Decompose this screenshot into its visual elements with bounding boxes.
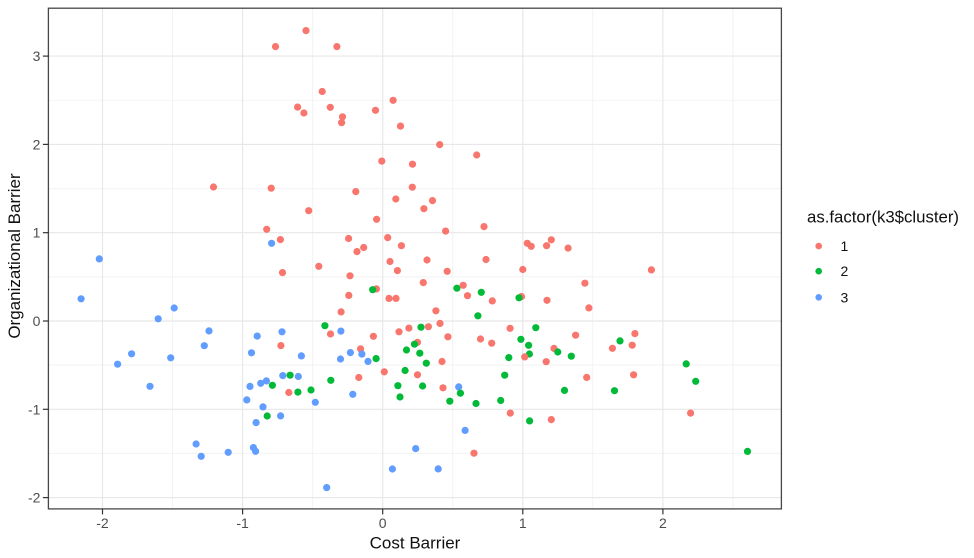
svg-text:Organizational Barrier: Organizational Barrier: [5, 173, 24, 339]
svg-text:2: 2: [33, 136, 41, 152]
svg-text:-2: -2: [28, 490, 41, 506]
svg-text:2: 2: [659, 515, 667, 531]
svg-text:0: 0: [33, 313, 41, 329]
svg-text:-1: -1: [28, 401, 41, 417]
svg-text:-2: -2: [96, 515, 109, 531]
svg-text:as.factor(k3$cluster): as.factor(k3$cluster): [807, 207, 959, 226]
svg-text:2: 2: [841, 263, 849, 279]
svg-text:1: 1: [519, 515, 527, 531]
svg-text:-1: -1: [236, 515, 249, 531]
svg-text:3: 3: [33, 48, 41, 64]
svg-text:3: 3: [841, 289, 849, 305]
svg-text:1: 1: [33, 225, 41, 241]
svg-text:0: 0: [379, 515, 387, 531]
svg-text:Cost Barrier: Cost Barrier: [370, 534, 461, 553]
svg-text:1: 1: [841, 238, 849, 254]
